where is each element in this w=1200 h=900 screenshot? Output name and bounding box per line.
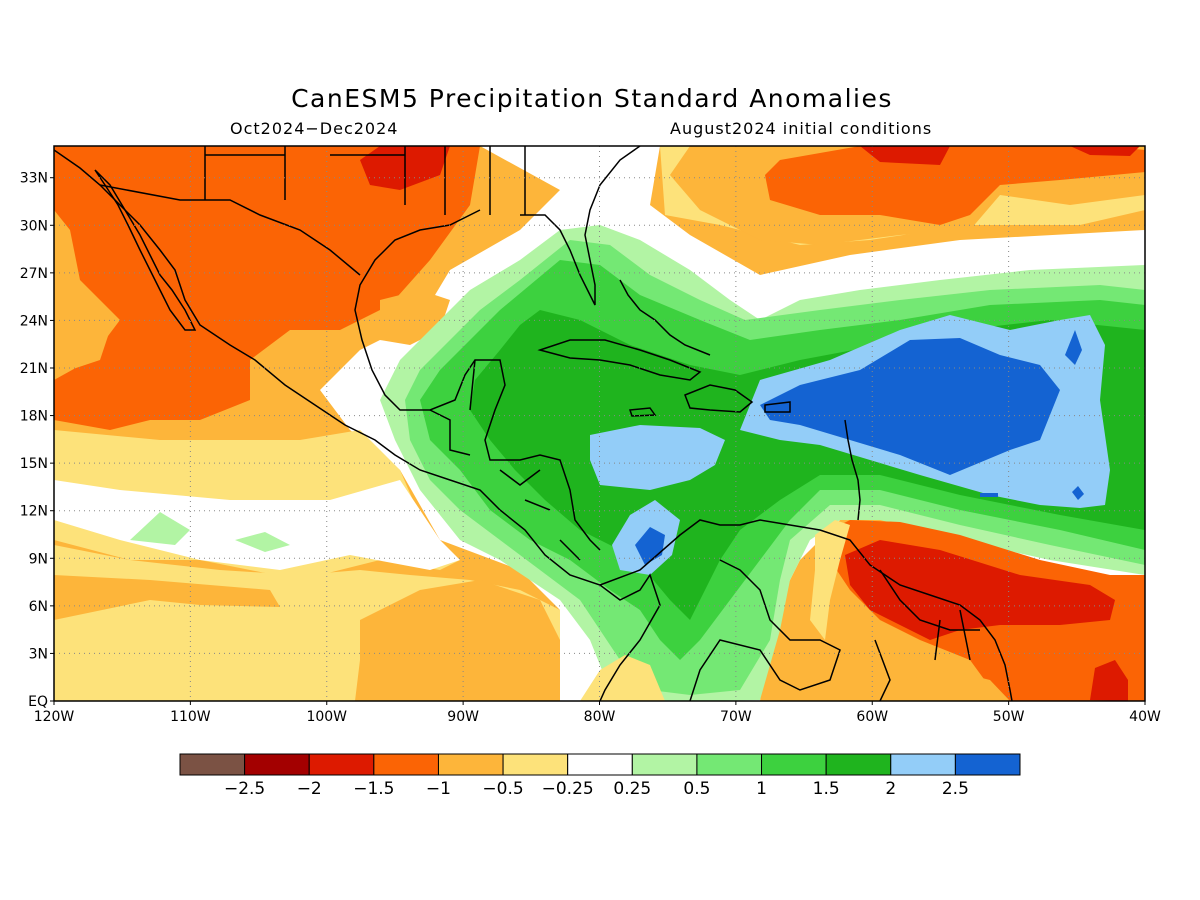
field-red-sa bbox=[845, 540, 1115, 640]
lon-label: 100W bbox=[306, 709, 347, 725]
colorbar: −2.5 −2 −1.5 −1 −0.5 −0.25 0.25 0.5 1 1.5 2 2.5 bbox=[179, 753, 1021, 799]
map-title: CanESM5 Precipitation Standard Anomalies bbox=[291, 84, 893, 113]
lat-label: 33N bbox=[20, 171, 48, 187]
field-blue-atlantic-e bbox=[980, 330, 1084, 500]
colorbar-label: −1 bbox=[426, 779, 451, 799]
florida bbox=[520, 146, 641, 306]
field-lightblue-carib bbox=[590, 425, 725, 490]
colorbar-label: 2 bbox=[885, 779, 896, 799]
field-orange-mexico-hole bbox=[54, 230, 110, 380]
forecast-period: Oct2024−Dec2024 bbox=[230, 119, 399, 138]
baja-peninsula bbox=[94, 169, 197, 331]
jamaica bbox=[628, 407, 657, 417]
longitude-axis: 120W 110W 100W 90W 80W 70W 60W 50W 40W bbox=[34, 701, 1161, 725]
field-yellow-colombia bbox=[580, 655, 665, 701]
grid-lines bbox=[54, 146, 1145, 701]
initial-conditions: August2024 initial conditions bbox=[670, 119, 933, 138]
colorbar-swatch bbox=[437, 753, 504, 776]
field-dark-orange-n bbox=[765, 146, 1145, 225]
hispaniola bbox=[684, 384, 754, 413]
sa-north-coast bbox=[599, 519, 1013, 701]
colorbar-swatch bbox=[502, 753, 569, 776]
lon-label: 40W bbox=[1129, 709, 1161, 725]
colorbar-label: −2 bbox=[297, 779, 322, 799]
lat-label: 9N bbox=[29, 551, 48, 567]
lat-label: 18N bbox=[20, 409, 48, 425]
field-lightgreen-pacific bbox=[130, 512, 290, 552]
colorbar-label: −0.25 bbox=[542, 779, 594, 799]
lon-label: 120W bbox=[34, 709, 75, 725]
colorbar-swatch bbox=[567, 753, 633, 776]
field-red-n2 bbox=[1070, 146, 1140, 156]
lon-label: 70W bbox=[720, 709, 752, 725]
us-state-borders bbox=[204, 146, 526, 215]
colorbar-swatch bbox=[954, 753, 1021, 776]
cuba bbox=[537, 339, 702, 381]
colorbar-label: 1.5 bbox=[813, 779, 840, 799]
colorbar-swatch bbox=[696, 753, 763, 776]
lon-label: 110W bbox=[170, 709, 211, 725]
field-white-pacific bbox=[54, 480, 460, 570]
latitude-axis: 33N 30N 27N 24N 21N 18N 15N 12N 9N 6N 3N EQ bbox=[20, 171, 54, 710]
pacific-coast bbox=[54, 149, 661, 701]
lat-label: 6N bbox=[29, 599, 48, 615]
lat-label: 3N bbox=[29, 646, 48, 662]
puerto-rico bbox=[764, 401, 791, 413]
lat-label: 24N bbox=[20, 313, 48, 329]
sa-borders bbox=[689, 559, 980, 701]
lat-label: 27N bbox=[20, 266, 48, 282]
colorbar-label: 2.5 bbox=[942, 779, 969, 799]
lon-label: 50W bbox=[993, 709, 1025, 725]
gulf-coast bbox=[354, 209, 601, 551]
colorbar-swatch bbox=[244, 753, 310, 776]
colorbar-swatch bbox=[761, 753, 827, 776]
us-mexico-border bbox=[99, 184, 361, 276]
colorbar-label: −2.5 bbox=[224, 779, 265, 799]
lon-label: 80W bbox=[584, 709, 616, 725]
lat-label: EQ bbox=[28, 694, 48, 710]
lat-label: 15N bbox=[20, 456, 48, 472]
lon-label: 90W bbox=[447, 709, 479, 725]
colorbar-swatch bbox=[825, 753, 892, 776]
lesser-antilles bbox=[844, 419, 861, 521]
colorbar-label: −0.5 bbox=[482, 779, 523, 799]
lat-label: 21N bbox=[20, 361, 48, 377]
colorbar-swatch bbox=[373, 753, 439, 776]
colorbar-swatch bbox=[179, 753, 246, 776]
central-america-borders bbox=[429, 359, 581, 561]
colorbar-swatch bbox=[631, 753, 698, 776]
field-red-sa-e bbox=[1090, 660, 1128, 701]
colorbar-label: 0.5 bbox=[683, 779, 710, 799]
colorbar-label: 1 bbox=[756, 779, 767, 799]
field-dark-orange-mexico bbox=[54, 146, 480, 430]
lat-label: 30N bbox=[20, 218, 48, 234]
field-orange-sa-s bbox=[890, 670, 1010, 701]
lon-label: 60W bbox=[856, 709, 888, 725]
field-yellow-sa-n bbox=[810, 520, 850, 640]
colorbar-label: 0.25 bbox=[613, 779, 651, 799]
colorbar-swatch bbox=[308, 753, 375, 776]
coastlines bbox=[54, 146, 1013, 701]
colorbar-swatch bbox=[890, 753, 956, 776]
field-red-n1 bbox=[860, 146, 950, 165]
field-orange-pacific-s bbox=[54, 575, 560, 701]
field-blue-atlantic bbox=[760, 338, 1060, 475]
colorbar-label: −1.5 bbox=[353, 779, 394, 799]
lat-label: 12N bbox=[20, 504, 48, 520]
anomaly-fields bbox=[54, 146, 1145, 701]
